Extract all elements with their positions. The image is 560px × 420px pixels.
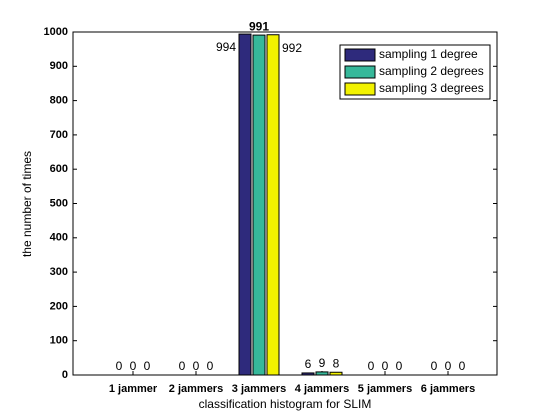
y-tick-label: 300 [50,266,68,278]
data-label: 0 [382,359,389,373]
x-tick-label: 5 jammers [358,383,412,395]
bar [238,33,252,376]
bar [301,372,315,376]
x-tick-label: 2 jammers [169,383,223,395]
bar [252,34,266,376]
legend-label: sampling 3 degrees [379,81,484,95]
y-tick-label: 0 [62,369,68,381]
data-label: 0 [396,359,403,373]
data-label: 0 [193,359,200,373]
data-label: 0 [368,359,375,373]
y-tick-label: 700 [50,129,68,141]
legend-swatch [344,82,376,96]
x-tick-label: 6 jammers [421,383,475,395]
legend-label: sampling 2 degrees [379,64,484,78]
data-label: 0 [445,359,452,373]
x-tick-label: 4 jammers [295,383,349,395]
y-tick-label: 500 [50,197,68,209]
data-label: 0 [130,359,137,373]
y-tick-label: 200 [50,300,68,312]
data-label: 992 [282,41,302,55]
data-label: 8 [333,356,340,370]
legend-swatch [344,48,376,62]
data-label: 0 [179,359,186,373]
y-tick-label: 1000 [44,26,68,38]
data-label: 9 [319,356,326,370]
y-axis-label: the number of times [20,151,34,257]
x-tick-label: 1 jammer [109,383,158,395]
bar [315,371,329,376]
x-axis-label: classification histogram for SLIM [199,397,372,411]
legend-swatch [344,65,376,79]
data-label: 0 [459,359,466,373]
y-tick-label: 100 [50,335,68,347]
data-label: 0 [431,359,438,373]
data-label: 0 [116,359,123,373]
legend-label: sampling 1 degree [379,47,478,61]
bar [266,34,280,376]
y-tick-label: 600 [50,163,68,175]
x-tick-label: 3 jammers [232,383,286,395]
data-label: 994 [216,40,236,54]
data-label: 0 [144,359,151,373]
data-label: 0 [207,359,214,373]
y-tick-label: 400 [50,232,68,244]
y-tick-label: 800 [50,95,68,107]
y-tick-label: 900 [50,60,68,72]
bar [329,371,343,376]
data-label: 6 [305,357,312,371]
data-label: 991 [249,19,269,33]
